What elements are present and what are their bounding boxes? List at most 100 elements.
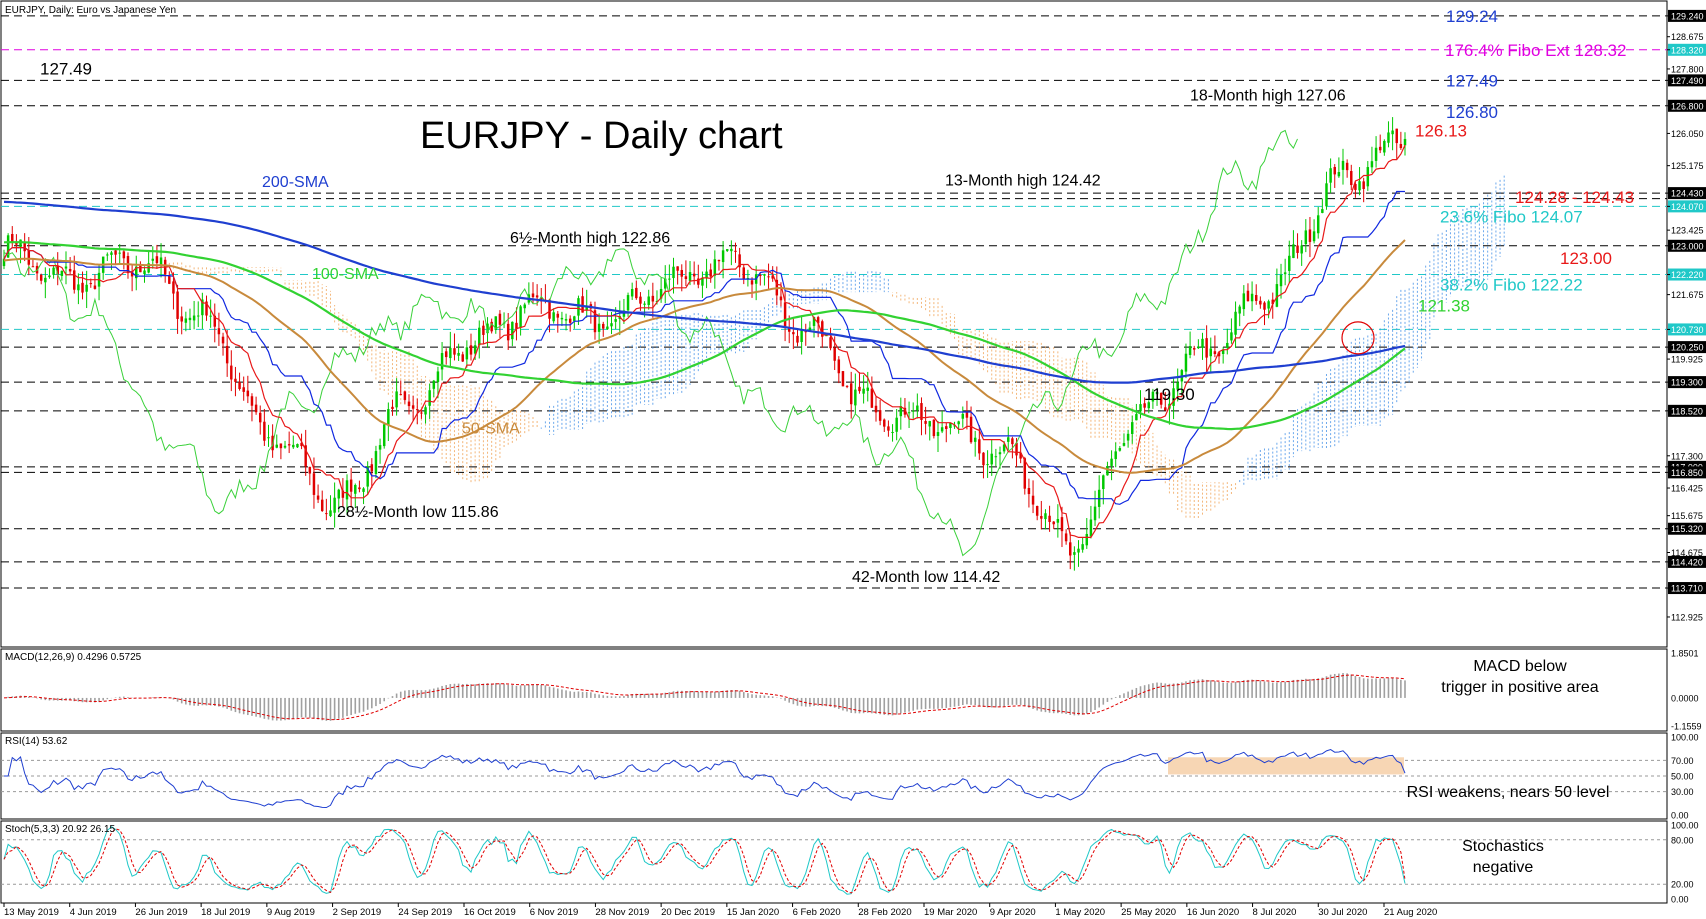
candle-body bbox=[1370, 161, 1374, 168]
candle-body bbox=[1341, 160, 1345, 170]
candle-body bbox=[1147, 402, 1151, 409]
x-tick-label: 9 Aug 2019 bbox=[267, 907, 315, 918]
candle-body bbox=[31, 266, 35, 268]
candle-body bbox=[651, 295, 655, 302]
tick-highlight bbox=[1668, 239, 1706, 252]
candle-body bbox=[473, 345, 477, 354]
x-tick-label: 13 May 2019 bbox=[4, 907, 59, 918]
candle-body bbox=[110, 252, 113, 255]
candle-body bbox=[1226, 342, 1229, 348]
y-tick-label: 114.675 bbox=[1671, 548, 1703, 558]
candle-body bbox=[899, 406, 903, 417]
candle-body bbox=[27, 250, 31, 265]
x-tick-label: 25 May 2020 bbox=[1121, 907, 1176, 918]
candle-body bbox=[1044, 513, 1047, 520]
candle-body bbox=[329, 510, 332, 517]
x-tick-label: 6 Nov 2019 bbox=[530, 907, 579, 918]
candle-body bbox=[911, 410, 915, 412]
y-tick-label: 119.300 bbox=[1671, 378, 1703, 388]
tick-highlight bbox=[1668, 74, 1706, 87]
candle-body bbox=[159, 257, 163, 266]
candle-body bbox=[201, 299, 204, 316]
candle-body bbox=[870, 388, 874, 408]
sub-tick-label: 80.00 bbox=[1671, 835, 1694, 845]
candle-body bbox=[1217, 352, 1221, 357]
candle-body bbox=[1221, 349, 1225, 354]
x-tick-label: 16 Oct 2019 bbox=[464, 907, 516, 918]
candle-body bbox=[1308, 229, 1312, 242]
candle-body bbox=[465, 347, 469, 360]
y-tick-label: 129.240 bbox=[1671, 11, 1704, 21]
y-tick-label: 123.000 bbox=[1671, 241, 1704, 251]
annot-18m-high: 18-Month high 127.06 bbox=[1190, 87, 1346, 104]
x-tick-label: 30 Jul 2020 bbox=[1318, 907, 1367, 918]
candle-body bbox=[577, 298, 580, 316]
tenkan-line bbox=[3, 144, 1406, 539]
candle-body bbox=[1300, 245, 1303, 254]
candle-body bbox=[672, 266, 675, 279]
x-tick-label: 24 Sep 2019 bbox=[398, 907, 452, 918]
y-tick-label: 126.800 bbox=[1671, 101, 1704, 111]
candle-body bbox=[436, 371, 440, 383]
tick-highlight bbox=[1668, 522, 1706, 535]
candle-body bbox=[916, 405, 919, 411]
stoch-d-line bbox=[3, 828, 1406, 894]
candle-body bbox=[341, 490, 345, 498]
candle-body bbox=[283, 445, 287, 448]
candle-body bbox=[1122, 443, 1126, 446]
candle-body bbox=[93, 285, 97, 289]
candle-body bbox=[688, 272, 692, 281]
candle-body bbox=[1358, 181, 1361, 191]
left-label-127: 127.49 bbox=[40, 59, 92, 78]
tick-highlight bbox=[1668, 268, 1706, 281]
candle-body bbox=[89, 283, 93, 285]
sma200-line bbox=[3, 200, 1406, 384]
candle-body bbox=[1354, 183, 1357, 190]
candle-body bbox=[515, 322, 518, 330]
candle-body bbox=[449, 347, 452, 359]
candle-body bbox=[1155, 391, 1159, 395]
candle-body bbox=[895, 417, 898, 432]
candle-body bbox=[936, 432, 940, 436]
candle-body bbox=[564, 319, 568, 321]
candle-body bbox=[829, 337, 832, 349]
tick-highlight bbox=[1668, 187, 1706, 200]
y-tick-label: 118.520 bbox=[1671, 406, 1703, 416]
candle-body bbox=[180, 316, 183, 322]
candle-body bbox=[56, 265, 59, 275]
candle-body bbox=[1292, 244, 1295, 259]
tick-highlight bbox=[1668, 341, 1706, 354]
candle-body bbox=[1085, 533, 1089, 546]
sub-tick-label: 100.00 bbox=[1671, 733, 1699, 743]
candle-body bbox=[188, 317, 192, 321]
candle-body bbox=[763, 274, 766, 276]
x-tick-label: 19 Mar 2020 bbox=[924, 907, 977, 918]
candle-body bbox=[692, 273, 696, 277]
candle-body bbox=[403, 391, 407, 400]
candle-body bbox=[552, 312, 555, 322]
level-label-fibo-382: 38.2% Fibo 122.22 bbox=[1440, 276, 1583, 295]
candle-body bbox=[1254, 295, 1258, 301]
rsi-highlight-box bbox=[1168, 757, 1404, 775]
candle-body bbox=[1316, 215, 1320, 234]
level-label-fibo-236: 23.6% Fibo 124.07 bbox=[1440, 207, 1583, 226]
y-tick-label: 122.220 bbox=[1671, 270, 1704, 280]
x-tick-label: 28 Feb 2020 bbox=[858, 907, 911, 918]
y-tick-label: 115.675 bbox=[1671, 511, 1703, 521]
tick-highlight bbox=[1668, 43, 1706, 56]
candle-body bbox=[622, 310, 626, 317]
cross-circle bbox=[1341, 321, 1375, 355]
candle-body bbox=[957, 421, 960, 425]
y-tick-label: 112.925 bbox=[1671, 612, 1703, 622]
candle-body bbox=[1052, 521, 1055, 525]
candle-body bbox=[767, 276, 770, 278]
candle-body bbox=[407, 401, 411, 407]
candle-body bbox=[1184, 353, 1188, 372]
candle-body bbox=[978, 439, 981, 454]
candle-body bbox=[523, 304, 526, 309]
candle-body bbox=[1267, 301, 1270, 309]
candle-body bbox=[643, 303, 646, 305]
candle-body bbox=[1069, 542, 1072, 556]
candle-body bbox=[250, 396, 254, 406]
